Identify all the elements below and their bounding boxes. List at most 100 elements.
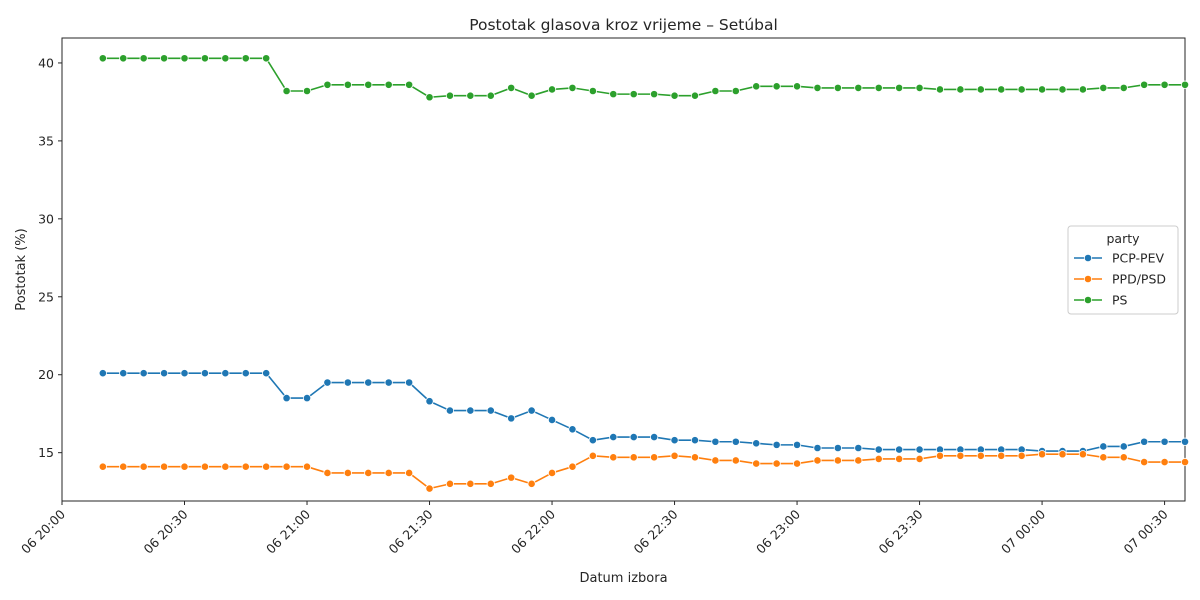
data-point-pcp-pev xyxy=(772,440,781,449)
data-point-pcp-pev xyxy=(486,406,495,415)
data-point-pcp-pev xyxy=(1160,437,1169,446)
data-point-ppd-psd xyxy=(997,451,1006,460)
data-point-pcp-pev xyxy=(568,425,577,434)
data-point-ps xyxy=(139,54,148,63)
data-point-ppd-psd xyxy=(711,456,720,465)
legend-title: party xyxy=(1106,231,1140,246)
y-tick-label: 25 xyxy=(38,289,54,304)
data-point-ppd-psd xyxy=(813,456,822,465)
data-point-ppd-psd xyxy=(180,462,189,471)
data-point-ps xyxy=(833,83,842,92)
data-point-pcp-pev xyxy=(731,437,740,446)
data-point-ps xyxy=(1160,80,1169,89)
data-point-ppd-psd xyxy=(1099,453,1108,462)
data-point-ps xyxy=(629,90,638,99)
data-point-ppd-psd xyxy=(670,451,679,460)
data-point-ps xyxy=(302,86,312,96)
data-point-ppd-psd xyxy=(221,462,230,471)
x-axis-title: Datum izbora xyxy=(579,571,667,586)
data-point-ppd-psd xyxy=(384,468,393,478)
data-point-ppd-psd xyxy=(731,456,740,465)
data-point-ps xyxy=(588,86,597,96)
data-point-pcp-pev xyxy=(915,445,924,454)
data-point-ppd-psd xyxy=(772,459,781,468)
data-point-pcp-pev xyxy=(711,437,720,446)
data-point-ppd-psd xyxy=(854,456,863,465)
data-point-ppd-psd xyxy=(956,451,965,460)
data-point-ps xyxy=(854,83,863,92)
data-point-pcp-pev xyxy=(384,378,393,387)
data-point-ppd-psd xyxy=(547,468,557,478)
data-point-pcp-pev xyxy=(854,443,863,453)
data-point-ppd-psd xyxy=(323,468,332,478)
y-tick-label: 30 xyxy=(38,211,54,226)
data-point-pcp-pev xyxy=(262,369,271,378)
data-point-ps xyxy=(343,80,352,89)
data-point-pcp-pev xyxy=(343,378,352,387)
legend-marker-pcp-pev xyxy=(1083,253,1093,263)
data-point-pcp-pev xyxy=(119,369,128,378)
data-point-ps xyxy=(731,86,740,96)
data-point-pcp-pev xyxy=(1180,437,1190,446)
series-ps xyxy=(98,54,1190,102)
data-point-pcp-pev xyxy=(139,369,148,378)
data-point-ppd-psd xyxy=(752,459,761,468)
data-point-pcp-pev xyxy=(98,369,107,378)
data-point-ppd-psd xyxy=(792,459,802,468)
data-point-ppd-psd xyxy=(874,454,883,464)
data-point-ps xyxy=(568,83,577,92)
data-point-ppd-psd xyxy=(1160,457,1169,467)
data-point-ppd-psd xyxy=(527,479,536,488)
data-point-pcp-pev xyxy=(609,432,618,442)
data-point-ppd-psd xyxy=(486,479,495,488)
data-point-ps xyxy=(895,83,904,92)
data-point-ppd-psd xyxy=(568,462,577,471)
data-point-ppd-psd xyxy=(833,456,842,465)
data-point-pcp-pev xyxy=(527,406,536,415)
data-point-ppd-psd xyxy=(1017,451,1026,460)
data-point-ps xyxy=(690,91,700,100)
data-point-pcp-pev xyxy=(1099,442,1108,451)
data-point-pcp-pev xyxy=(588,436,597,445)
data-point-pcp-pev xyxy=(200,369,210,378)
data-point-ps xyxy=(650,90,659,99)
data-point-ps xyxy=(466,91,475,100)
data-point-ps xyxy=(670,91,679,100)
data-point-ps xyxy=(221,54,230,63)
data-point-ps xyxy=(98,54,107,63)
y-tick-label: 20 xyxy=(38,367,54,382)
data-point-pcp-pev xyxy=(302,394,312,403)
data-point-ps xyxy=(935,85,945,94)
data-point-ppd-psd xyxy=(895,454,904,464)
data-point-pcp-pev xyxy=(874,445,883,454)
data-point-pcp-pev xyxy=(752,439,761,448)
data-point-pcp-pev xyxy=(405,378,414,387)
data-point-ps xyxy=(364,80,373,89)
data-point-ps xyxy=(1119,83,1128,92)
data-point-pcp-pev xyxy=(221,369,230,378)
data-point-pcp-pev xyxy=(670,436,679,445)
data-point-ps xyxy=(159,54,169,63)
data-point-ppd-psd xyxy=(1037,450,1047,459)
data-point-ps xyxy=(527,91,536,100)
data-point-ps xyxy=(1037,85,1047,94)
data-point-pcp-pev xyxy=(1119,442,1128,451)
y-tick-label: 15 xyxy=(38,445,54,460)
data-point-ppd-psd xyxy=(650,453,659,462)
y-tick-label: 35 xyxy=(38,133,54,148)
legend-label-ps: PS xyxy=(1112,293,1128,308)
data-point-ps xyxy=(956,85,965,94)
data-point-ps xyxy=(1140,80,1149,89)
data-point-ppd-psd xyxy=(507,473,516,482)
data-point-ppd-psd xyxy=(425,484,434,493)
plot-frame xyxy=(61,37,1186,502)
data-point-pcp-pev xyxy=(690,436,700,445)
data-point-ps xyxy=(445,91,455,100)
data-point-pcp-pev xyxy=(180,369,189,378)
chart-title: Postotak glasova kroz vrijeme – Setúbal xyxy=(469,16,778,34)
data-point-ps xyxy=(241,54,250,63)
data-point-pcp-pev xyxy=(282,394,291,403)
legend-label-pcp-pev: PCP-PEV xyxy=(1112,251,1164,266)
data-point-ps xyxy=(486,91,495,100)
